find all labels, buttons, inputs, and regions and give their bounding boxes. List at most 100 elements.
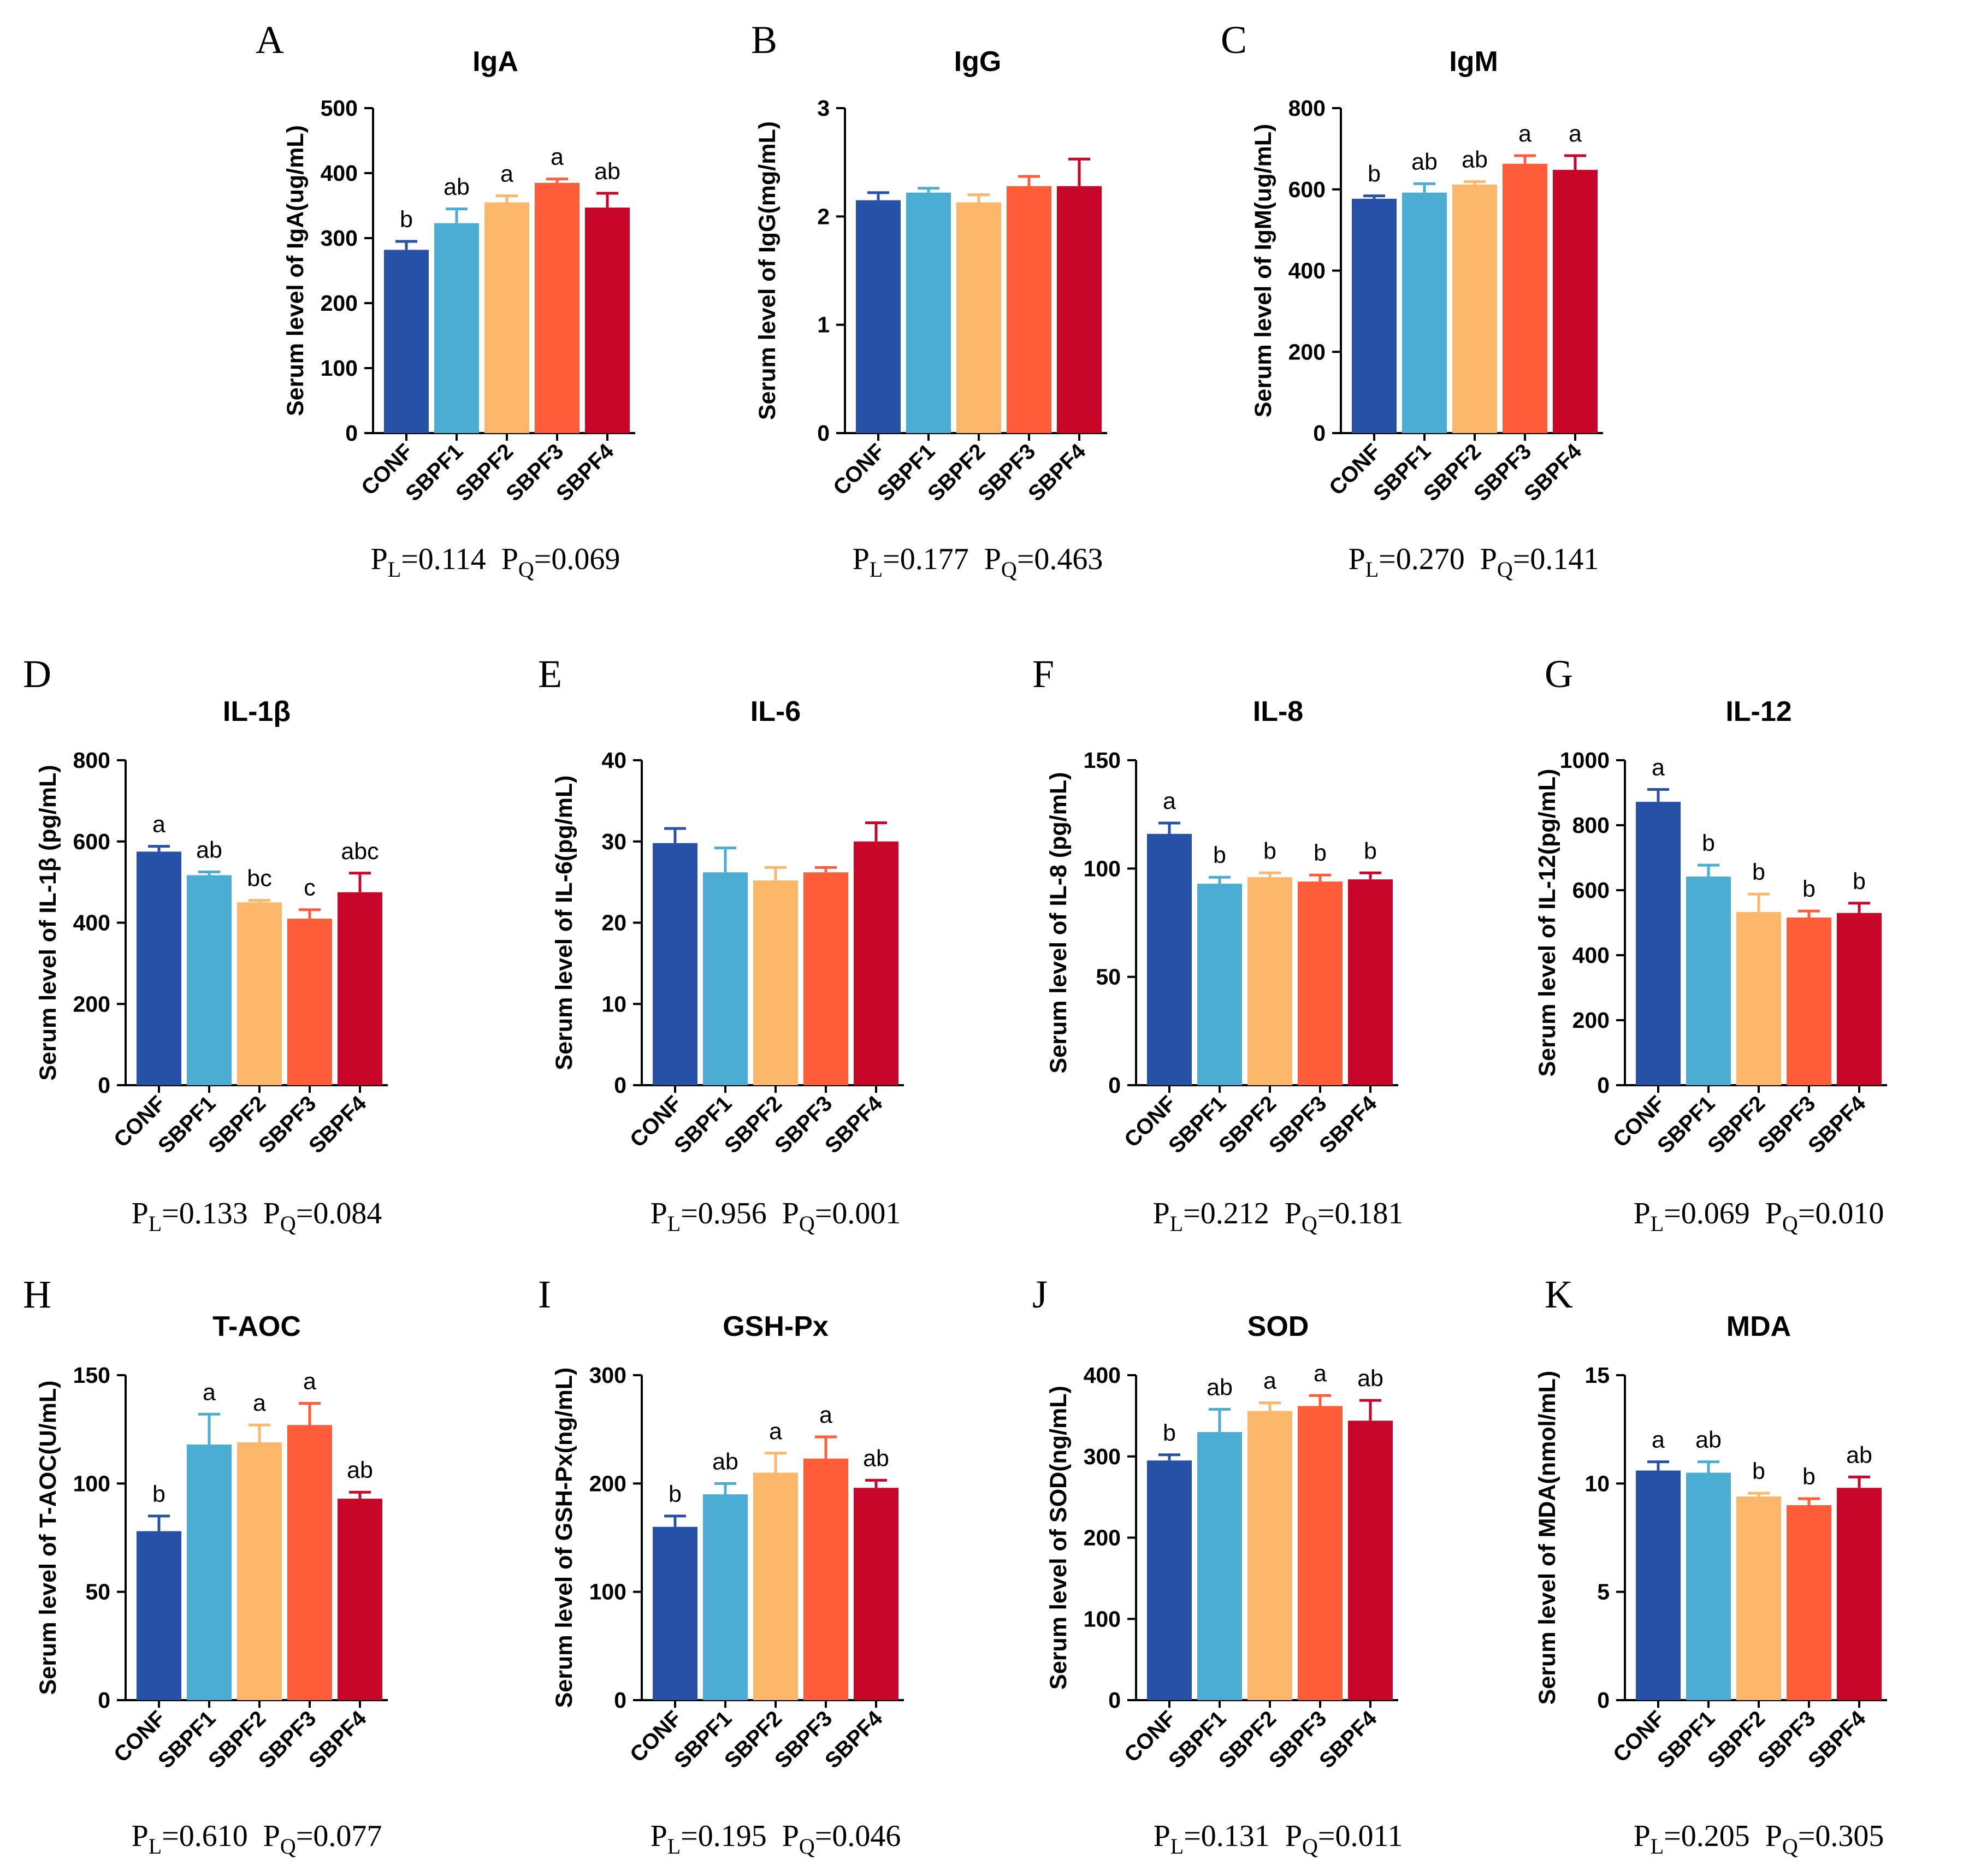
significance-label: a: [819, 1402, 832, 1428]
y-tick-label: 200: [1084, 1525, 1121, 1550]
bar-sbpf2: [753, 880, 798, 1085]
significance-label: a: [1163, 788, 1176, 814]
panel-letter: I: [538, 1273, 551, 1316]
p-value-symbol: P: [1349, 542, 1365, 576]
panel-letter: E: [538, 652, 562, 696]
p-value-subscript: Q: [518, 557, 534, 582]
panel-letter: G: [1545, 652, 1573, 696]
y-axis-label: Serum level of T-AOC(U/mL): [35, 1381, 61, 1695]
p-value-number: =0.001: [815, 1197, 901, 1230]
bar-sbpf2: [237, 1442, 282, 1700]
p-value-symbol: P: [1153, 1197, 1170, 1230]
p-value-subscript: L: [667, 1834, 681, 1859]
bar-sbpf1: [1686, 877, 1731, 1085]
chart-title: GSH-Px: [723, 1311, 829, 1342]
chart-panel-e: E IL-6 0 10 20 30 40 Serum level of IL-6(pg/mL)…: [538, 652, 904, 1236]
bar-sbpf4: [1348, 1421, 1393, 1700]
y-tick-label: 0: [1108, 1073, 1121, 1098]
bar-conf: [1147, 1460, 1192, 1700]
chart-title: SOD: [1247, 1311, 1309, 1342]
p-value-subscript: Q: [280, 1211, 296, 1236]
y-tick-label: 30: [601, 829, 626, 854]
p-values: PL=0.195 PQ=0.046: [651, 1819, 901, 1859]
p-value-symbol: P: [1270, 1819, 1302, 1853]
chart-title: IL-6: [750, 696, 801, 727]
significance-label: a: [769, 1418, 782, 1445]
bar-sbpf4: [1837, 913, 1882, 1085]
p-value-subscript: Q: [1302, 1211, 1317, 1236]
bar-sbpf2: [237, 902, 282, 1085]
significance-label: a: [551, 144, 564, 170]
bar-sbpf4: [1553, 170, 1598, 433]
p-value-subscript: Q: [799, 1211, 815, 1236]
y-tick-label: 0: [1108, 1688, 1121, 1713]
significance-label: a: [1263, 1368, 1276, 1394]
y-axis-label: Serum level of IgM(ug/mL): [1250, 124, 1276, 418]
y-tick-label: 10: [1584, 1471, 1610, 1496]
significance-label: b: [1752, 1458, 1765, 1484]
significance-label: a: [1569, 121, 1582, 147]
chart-title: T-AOC: [212, 1311, 301, 1342]
y-tick-label: 1000: [1560, 748, 1610, 773]
p-values: PL=0.270 PQ=0.141: [1349, 542, 1599, 582]
p-value-symbol: P: [1634, 1819, 1651, 1853]
bar-sbpf4: [338, 1499, 382, 1700]
significance-label: b: [1802, 876, 1816, 902]
y-tick-label: 1: [817, 312, 830, 338]
panel-letter: K: [1545, 1273, 1573, 1316]
p-values: PL=0.956 PQ=0.001: [651, 1197, 901, 1236]
panel-letter: H: [23, 1273, 51, 1316]
chart-title: IgG: [954, 46, 1002, 78]
panel-letter: C: [1221, 18, 1247, 62]
chart-panel-c: C IgM 0 200 400 600 800 Serum level of IgM(ug/m…: [1221, 18, 1603, 582]
y-tick-label: 300: [1084, 1444, 1121, 1469]
bar-conf: [1636, 1470, 1681, 1700]
p-value-symbol: P: [132, 1197, 149, 1230]
bar-conf: [653, 1526, 697, 1700]
p-value-subscript: Q: [1782, 1834, 1798, 1859]
significance-label: b: [152, 1481, 165, 1507]
bar-sbpf2: [1736, 1496, 1781, 1700]
p-value-subscript: Q: [799, 1834, 815, 1859]
p-value-subscript: L: [388, 557, 401, 582]
y-tick-label: 600: [1288, 177, 1326, 202]
bar-sbpf3: [803, 872, 848, 1085]
p-value-number: =0.046: [815, 1819, 901, 1853]
chart-title: IL-12: [1725, 696, 1791, 727]
bar-sbpf4: [854, 1488, 898, 1700]
significance-label: a: [203, 1379, 216, 1405]
y-tick-label: 20: [601, 910, 626, 936]
y-tick-label: 50: [1096, 964, 1121, 990]
significance-label: ab: [1695, 1427, 1722, 1453]
p-value-number: =0.114: [401, 542, 486, 576]
p-value-subscript: L: [1170, 1211, 1183, 1236]
bar-sbpf1: [703, 1494, 748, 1700]
p-value-symbol: P: [371, 542, 388, 576]
y-tick-label: 800: [1572, 813, 1610, 838]
y-axis-label: Serum level of IgA(ug/mL): [282, 125, 309, 416]
y-axis-label: Serum level of GSH-Px(ng/mL): [551, 1368, 577, 1708]
y-tick-label: 0: [1597, 1688, 1610, 1713]
y-tick-label: 400: [1288, 258, 1326, 283]
y-tick-label: 0: [614, 1688, 626, 1713]
y-tick-label: 200: [1572, 1008, 1610, 1033]
bar-sbpf1: [434, 223, 479, 433]
significance-label: ab: [712, 1448, 738, 1475]
category-label: SBPF4: [1024, 439, 1091, 506]
y-tick-label: 100: [321, 356, 358, 381]
significance-label: a: [1652, 755, 1665, 781]
bar-sbpf2: [1247, 1411, 1292, 1700]
significance-label: ab: [863, 1445, 889, 1471]
bar-sbpf1: [187, 1444, 232, 1700]
p-values: PL=0.069 PQ=0.010: [1634, 1197, 1884, 1236]
p-value-symbol: P: [1750, 1819, 1782, 1853]
y-tick-label: 0: [817, 421, 830, 446]
significance-label: ab: [444, 174, 470, 200]
y-tick-label: 100: [1084, 856, 1121, 881]
p-value-subscript: Q: [1497, 557, 1513, 582]
bar-sbpf2: [1736, 912, 1781, 1085]
